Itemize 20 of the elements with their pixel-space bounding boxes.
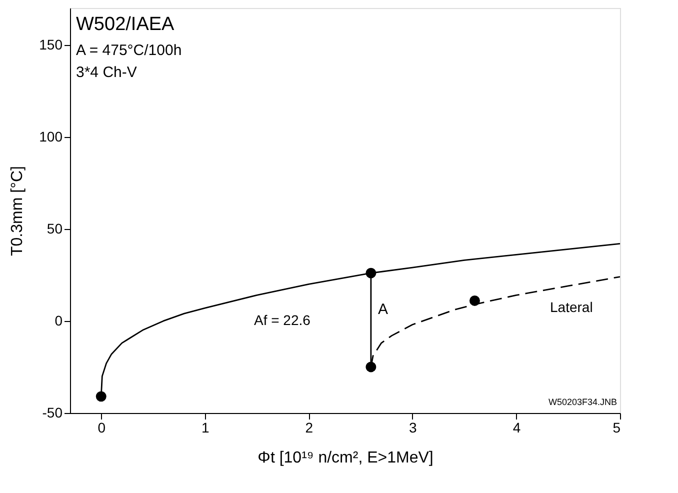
annotation: W50203F34.JNB	[548, 397, 617, 407]
x-axis-title: Φt [10¹⁹ n/cm², E>1MeV]	[258, 450, 434, 466]
y-tick-label: 100	[39, 128, 63, 144]
y-tick-label: 50	[46, 220, 63, 236]
y-axis-title: T0.3mm [°C]	[9, 166, 26, 256]
x-tick-label: 1	[202, 420, 210, 436]
x-tick-label: 3	[409, 420, 418, 436]
y-tick-label: 150	[39, 36, 63, 52]
annotation: A	[378, 301, 388, 318]
annotation: A = 475°C/100h	[76, 42, 182, 59]
x-tick-label: 4	[512, 420, 521, 436]
x-tick-label: 2	[305, 420, 314, 436]
annotation: 3*4 Ch-V	[76, 64, 137, 81]
x-tick-label: 0	[98, 420, 106, 436]
annotation: Af = 22.6	[254, 312, 311, 328]
annotation: Lateral	[550, 299, 593, 315]
chart-title: W502/IAEA	[76, 14, 175, 35]
y-tick-label: -50	[42, 404, 63, 420]
x-tick-label: 5	[612, 420, 621, 436]
y-tick-label: 0	[54, 312, 63, 328]
